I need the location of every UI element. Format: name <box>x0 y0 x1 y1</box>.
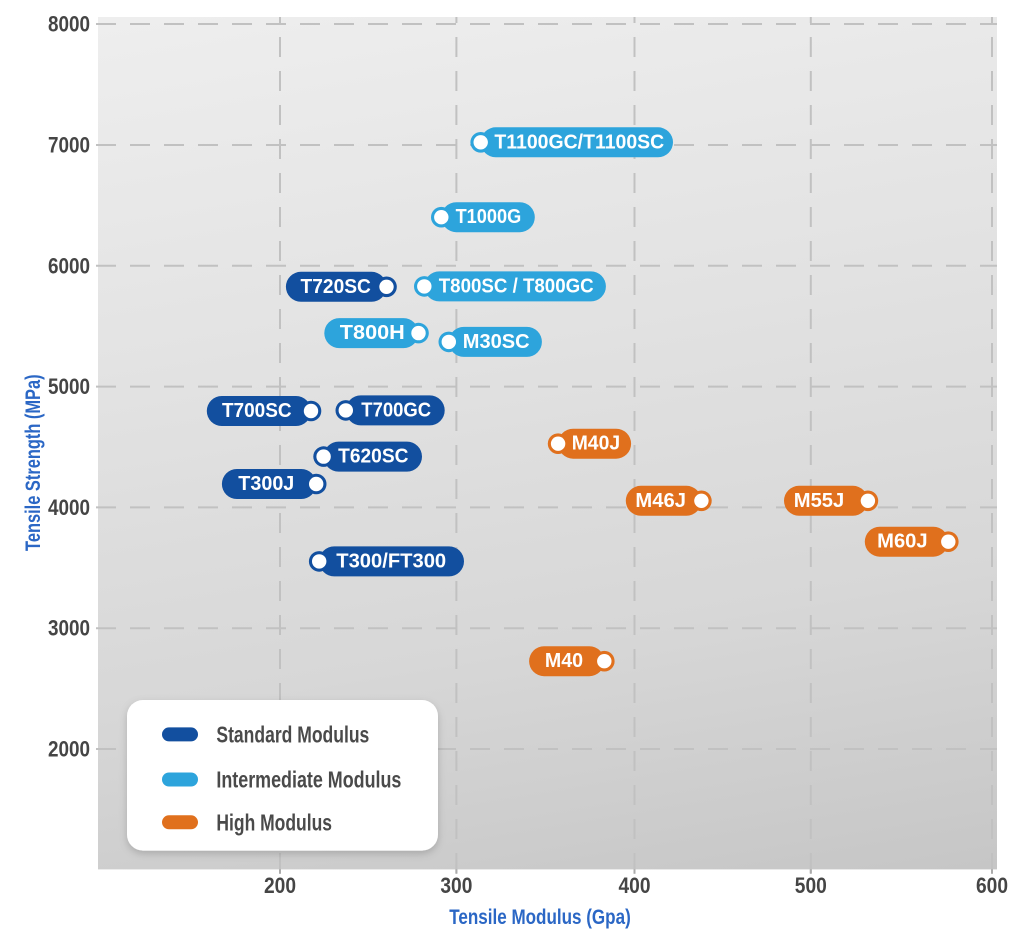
svg-text:T620SC: T620SC <box>338 446 408 468</box>
svg-text:500: 500 <box>795 873 827 898</box>
svg-text:T1100GC/T1100SC: T1100GC/T1100SC <box>494 131 664 153</box>
svg-text:200: 200 <box>264 873 296 898</box>
svg-text:M55J: M55J <box>794 490 845 512</box>
svg-text:300: 300 <box>440 873 472 898</box>
svg-text:6000: 6000 <box>48 253 90 278</box>
svg-text:3000: 3000 <box>48 616 90 641</box>
svg-text:T800SC / T800GC: T800SC / T800GC <box>439 275 594 297</box>
svg-text:M30SC: M30SC <box>463 331 530 353</box>
svg-text:M40: M40 <box>545 650 583 672</box>
svg-text:2000: 2000 <box>48 737 90 762</box>
svg-text:T700GC: T700GC <box>361 399 431 421</box>
svg-text:5000: 5000 <box>48 374 90 399</box>
svg-text:M46J: M46J <box>635 490 686 512</box>
svg-text:T300/FT300: T300/FT300 <box>336 550 446 572</box>
svg-text:High Modulus: High Modulus <box>216 809 332 835</box>
svg-text:Standard Modulus: Standard Modulus <box>216 721 369 747</box>
svg-text:T1000G: T1000G <box>456 206 522 228</box>
svg-text:Intermediate Modulus: Intermediate Modulus <box>216 767 401 793</box>
svg-text:Tensile Modulus (Gpa): Tensile Modulus (Gpa) <box>449 906 631 929</box>
svg-text:4000: 4000 <box>48 495 90 520</box>
svg-text:Tensile Strength (MPa): Tensile Strength (MPa) <box>22 374 45 551</box>
svg-text:7000: 7000 <box>48 133 90 158</box>
svg-text:T700SC: T700SC <box>222 400 292 422</box>
svg-text:8000: 8000 <box>48 12 90 37</box>
svg-text:400: 400 <box>619 873 651 898</box>
svg-text:600: 600 <box>976 873 1008 898</box>
svg-text:M40J: M40J <box>572 433 620 455</box>
svg-text:M60J: M60J <box>877 531 928 553</box>
svg-text:T720SC: T720SC <box>301 276 371 298</box>
svg-text:T800H: T800H <box>340 322 405 344</box>
svg-text:T300J: T300J <box>238 473 294 495</box>
